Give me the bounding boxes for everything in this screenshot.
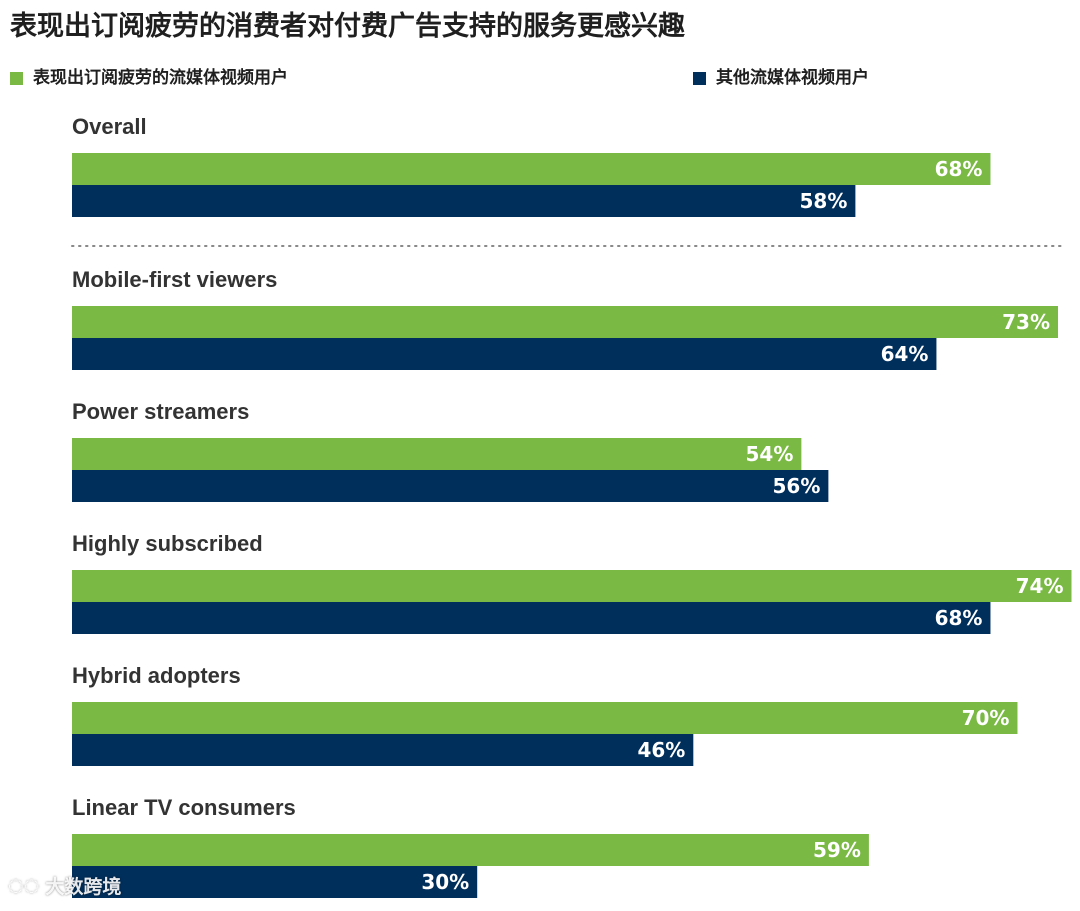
value-label-mobile-first-viewers-series-1: 73%	[1002, 310, 1050, 334]
value-label-linear-tv-consumers-series-1: 59%	[813, 838, 861, 862]
bar-highly-subscribed-series-2	[72, 602, 991, 634]
value-label-hybrid-adopters-series-2: 46%	[637, 738, 685, 762]
category-label-overall: Overall	[72, 114, 147, 139]
value-label-mobile-first-viewers-series-2: 64%	[881, 342, 929, 366]
legend-label-other: 其他流媒体视频用户	[716, 68, 869, 88]
bar-mobile-first-viewers-series-2	[72, 338, 937, 370]
bar-overall-series-2	[72, 185, 856, 217]
watermark-text: 大数跨境	[45, 876, 122, 898]
value-label-highly-subscribed-series-2: 68%	[935, 606, 983, 630]
legend-item-other: 其他流媒体视频用户	[693, 66, 869, 90]
value-label-overall-series-2: 58%	[800, 189, 848, 213]
bar-hybrid-adopters-series-1	[72, 702, 1018, 734]
bar-linear-tv-consumers-series-2	[72, 866, 478, 898]
bar-hybrid-adopters-series-2	[72, 734, 694, 766]
value-label-power-streamers-series-2: 56%	[773, 474, 821, 498]
bar-mobile-first-viewers-series-1	[72, 306, 1058, 338]
bar-power-streamers-series-2	[72, 470, 829, 502]
value-label-hybrid-adopters-series-1: 70%	[962, 706, 1010, 730]
bar-power-streamers-series-1	[72, 438, 802, 470]
value-label-linear-tv-consumers-series-2: 30%	[421, 870, 469, 894]
watermark: ◌◌ 大数跨境	[8, 872, 121, 899]
bar-linear-tv-consumers-series-1	[72, 834, 869, 866]
category-label-highly-subscribed: Highly subscribed	[72, 531, 263, 556]
legend-item-fatigued: 表现出订阅疲劳的流媒体视频用户	[10, 66, 288, 90]
legend-swatch-other	[693, 71, 706, 85]
bar-overall-series-1	[72, 153, 991, 185]
logo-icon: ◌◌	[8, 875, 40, 896]
value-label-power-streamers-series-1: 54%	[745, 442, 793, 466]
category-label-mobile-first-viewers: Mobile-first viewers	[72, 267, 277, 292]
legend-swatch-fatigued	[10, 71, 23, 85]
category-label-power-streamers: Power streamers	[72, 399, 249, 424]
category-label-hybrid-adopters: Hybrid adopters	[72, 663, 241, 688]
chart-title: 表现出订阅疲劳的消费者对付费广告支持的服务更感兴趣	[10, 11, 685, 42]
category-label-linear-tv-consumers: Linear TV consumers	[72, 795, 296, 820]
value-label-highly-subscribed-series-1: 74%	[1016, 574, 1064, 598]
value-label-overall-series-1: 68%	[935, 157, 983, 181]
bar-highly-subscribed-series-1	[72, 570, 1072, 602]
legend-label-fatigued: 表现出订阅疲劳的流媒体视频用户	[33, 68, 288, 88]
